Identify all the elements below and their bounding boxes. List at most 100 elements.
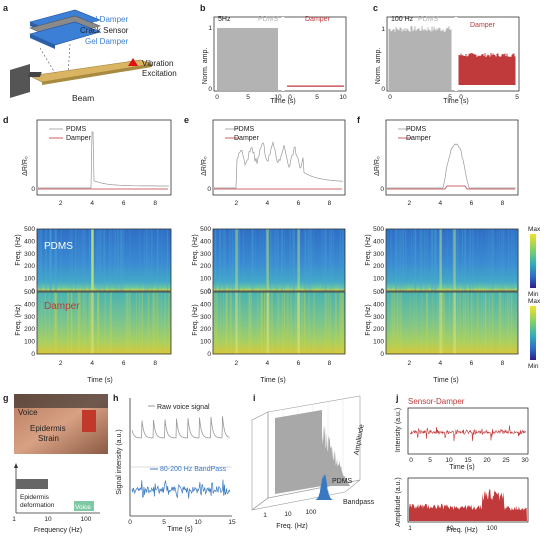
c-damper-trace: [458, 53, 516, 85]
f-spec-damper-stripe: [399, 292, 401, 354]
i-bandpass-label: Bandpass: [343, 499, 375, 506]
c-xtick-5b: 5: [515, 94, 519, 101]
panel-c: c 0 5 0 501 100 Hz PDMS Damper Norm. amp. T…: [373, 3, 520, 105]
f-spec-damper-ytick: 300: [373, 314, 384, 321]
e-spec-damper-stripe: [261, 292, 263, 354]
d-spec-pdms-stripe: [108, 229, 110, 291]
d-spec-pdms-stripe: [102, 229, 105, 291]
f-spec-pdms-stripe: [476, 229, 478, 291]
sensor-stack-illustration: [29, 9, 101, 49]
d-spec-pdms-stripe: [145, 229, 148, 291]
j-top-xtick: 30: [521, 457, 529, 464]
d-xtick: 2: [59, 360, 63, 367]
d-spec-pdms-stripe: [99, 229, 101, 291]
j-xlabel-top: Time (s): [449, 464, 474, 471]
d-spec-damper-stripe: [54, 292, 56, 354]
f-spec-damper-stripe: [397, 292, 399, 354]
d-spec-pdms-stripe: [116, 229, 118, 291]
d-spec-pdms-stripe: [104, 229, 106, 291]
d-xtick: 6: [122, 360, 126, 367]
f-legend-damper: Damper: [406, 135, 432, 142]
layer-top-label: Gel Damper: [85, 15, 128, 24]
d-spec-damper-stripe: [164, 292, 166, 354]
e-spec-pdms-ytick: 0: [207, 288, 211, 295]
e-spec-damper-stripe: [226, 292, 228, 354]
d-spec-pdms-stripe: [110, 229, 112, 291]
f-spec-damper-stripe: [426, 292, 428, 354]
d-spec-damper-stripe: [44, 292, 46, 354]
b-ytick-0: 0: [208, 86, 212, 93]
d-spec-pdms-stripe: [54, 229, 57, 291]
e-spec-damper-event: [297, 292, 300, 354]
f-spec-pdms-stripe: [396, 229, 398, 291]
f-spec-damper-stripe: [506, 292, 508, 354]
d-spec-damper-stripe: [82, 292, 84, 354]
voice-bar: [74, 501, 94, 511]
d-spec-pdms-stripe: [49, 229, 52, 291]
f-spec-pdms-stripe: [503, 229, 505, 291]
f-spec-pdms-ytick: 400: [373, 238, 384, 245]
d-spec-damper-stripe: [147, 292, 149, 354]
f-spec-damper-stripe: [464, 292, 466, 354]
f-spec2-ylabel: Freq. (Hz): [365, 304, 372, 336]
e-spec-damper-stripe: [327, 292, 329, 354]
f-spec-pdms: [386, 229, 518, 291]
f-spec-damper-stripe: [393, 292, 396, 354]
e-spec-pdms-stripe: [325, 229, 326, 291]
g-epidermis-strain-2: Strain: [38, 434, 59, 443]
panel-letter-f: f: [357, 115, 361, 125]
e-spec-pdms-stripe: [262, 229, 264, 291]
h-band-trace: [131, 479, 231, 499]
d-spec-pdms-stripe: [112, 229, 114, 291]
f-spec-pdms-stripe: [489, 229, 491, 291]
f-spec-pdms-stripe: [513, 229, 515, 291]
c-xlabel: Time (s): [443, 98, 468, 105]
d-spec-pdms-stripe: [166, 229, 168, 291]
e-spec-damper-stripe: [271, 292, 273, 354]
f-xlabel: Time (s): [433, 377, 458, 384]
d-spec-pdms-stripe: [150, 229, 153, 291]
f-spec-damper-stripe: [491, 292, 493, 354]
d-spec-damper-stripe: [128, 292, 130, 354]
epidermis-bar: [16, 479, 48, 489]
e-spec-pdms-stripe: [342, 229, 343, 291]
e-spec-pdms-ytick: 100: [200, 276, 211, 283]
d-spec-pdms-stripe: [144, 229, 145, 291]
f-spec-damper-ytick: 200: [373, 326, 384, 333]
f-spec-damper-stripe: [399, 292, 401, 354]
f-spec-pdms-stripe: [426, 229, 427, 291]
f-spec-damper-stripe: [481, 292, 482, 354]
g-deformation-2: deformation: [20, 502, 55, 509]
d-spec-pdms-stripe: [120, 229, 122, 291]
panel-j-plot: 0 5 10 15 20 25 30 1 10 100: [407, 407, 529, 532]
e-spec-pdms-stripe: [228, 229, 230, 291]
panel-h: h 0 5 10 15 Raw voice signal 80-200 Hz Band…: [113, 393, 236, 533]
beam-illustration: [10, 58, 153, 98]
cb-max-2: Max: [528, 298, 541, 305]
e-spec-damper-stripe: [287, 292, 289, 354]
f-ylabel: ΔR/R₀: [374, 156, 381, 176]
d-spec-damper-stripe: [55, 292, 57, 354]
f-spec-pdms-stripe: [402, 229, 404, 291]
f-spec-damper-stripe: [421, 292, 423, 354]
f-spec-pdms-stripe: [402, 229, 404, 291]
f-trace-frame: [385, 119, 519, 196]
f-spec-pdms-stripe: [427, 229, 429, 291]
e-xtick: 6: [297, 360, 301, 367]
e-spec-damper-event: [266, 292, 269, 354]
b-xtick-10b: 10: [339, 94, 347, 101]
i-xtick-10: 10: [284, 511, 292, 518]
d-spec-pdms-stripe: [50, 229, 52, 291]
excitation-label-1: Vibration: [142, 59, 173, 68]
d-spec2-ylabel: Freq. (Hz): [15, 304, 22, 336]
d-spec-damper-stripe: [67, 292, 69, 354]
b-xtick-5: 5: [246, 94, 250, 101]
f-spec-pdms-stripe: [405, 229, 407, 291]
d-spec-pdms-stripe: [167, 229, 168, 291]
f-spec-pdms-stripe: [424, 229, 426, 291]
e-spec-pdms-stripe: [292, 229, 294, 291]
e-spec-damper-stripe: [290, 292, 292, 354]
d-xlabel: Time (s): [87, 377, 112, 384]
f-spec-damper-stripe: [391, 292, 392, 354]
f-spec-damper-stripe: [471, 292, 473, 354]
